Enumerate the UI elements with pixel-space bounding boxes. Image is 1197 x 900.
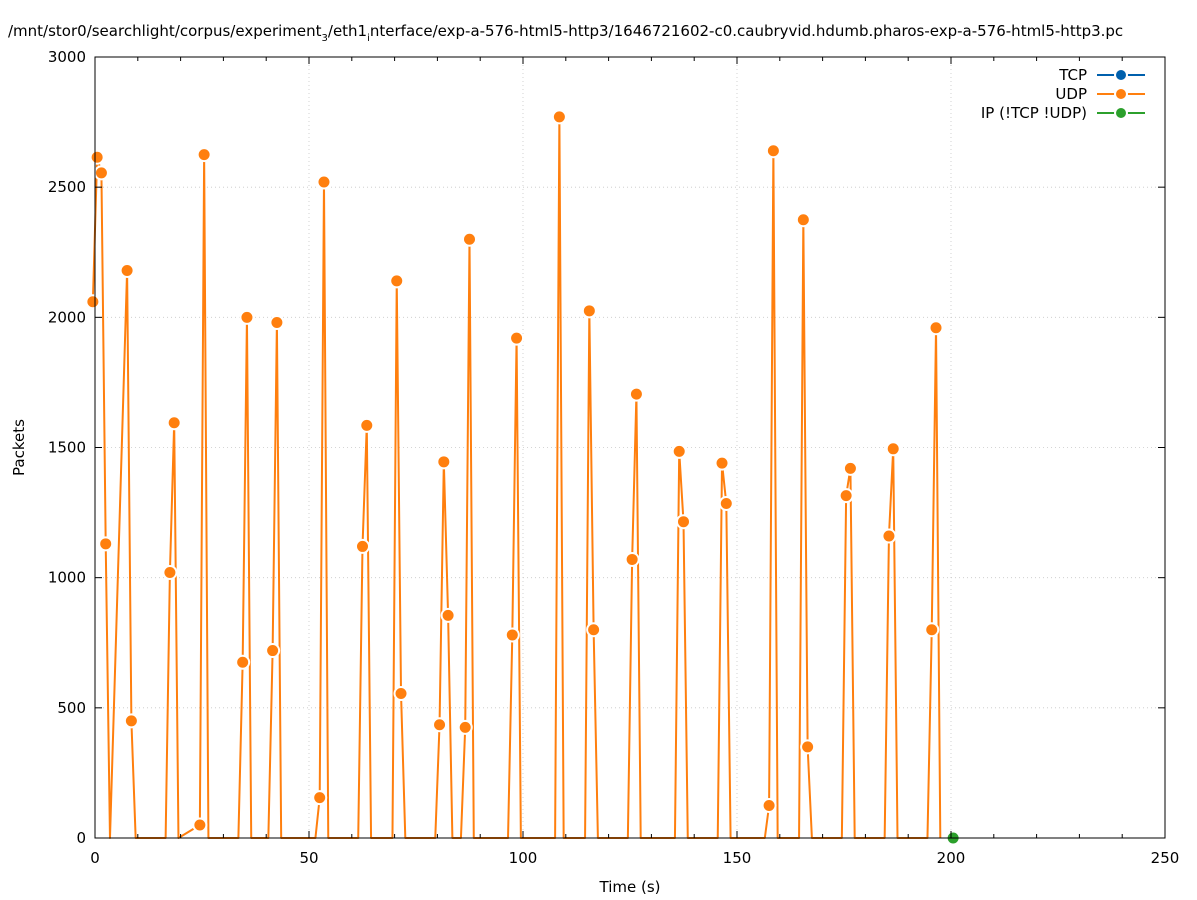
chart-title: /mnt/stor0/searchlight/corpus/experiment… [8,22,1123,44]
series-udp-point [761,797,777,813]
x-tick-label: 50 [299,849,318,867]
series-udp-point [676,514,691,530]
series-udp-point [239,309,255,325]
series-udp-point [269,315,285,331]
series-udp-point [235,654,251,670]
series-udp-point [928,320,944,336]
y-tick-label: 1000 [48,569,86,587]
series-udp-point [359,417,375,433]
series-udp-point [885,441,901,457]
y-tick-label: 3000 [48,48,86,66]
series-udp-point [838,488,854,504]
x-tick-label: 100 [509,849,538,867]
series-udp-point [316,174,332,190]
series-udp-point [123,713,139,729]
legend-label-udp: UDP [1055,85,1087,103]
series-udp-line [91,115,942,839]
legend-marker-udp [1114,87,1128,101]
series-udp-point [795,212,811,228]
series-udp-point [586,622,602,638]
series-udp-point [312,790,328,806]
legend-label-ip-tcp-udp: IP (!TCP !UDP) [981,104,1087,122]
title-part-1: /mnt/stor0/searchlight/corpus/experiment [8,22,322,40]
series-udp-point [624,551,640,567]
series-udp-point [924,622,940,638]
x-tick-label: 0 [90,849,100,867]
title-part-2: /eth1 [328,22,367,40]
series-udp-point [436,454,452,470]
series-udp-point [85,294,101,310]
x-tick-label: 150 [723,849,752,867]
series-udp-point [462,231,477,247]
series-udp-point [551,109,567,125]
title-subscript-1: 3 [322,33,328,44]
series-udp-point [355,538,370,554]
series-udp-point [628,386,644,402]
x-axis-label: Time (s) [599,878,661,896]
series-udp-point [196,147,212,163]
series-udp-point [881,528,897,544]
y-tick-label: 0 [76,829,86,847]
title-part-3: nterface/exp-a-576-html5-http3/164672160… [370,22,1123,40]
series-udp-point [93,165,109,181]
series-udp-point [581,303,597,319]
y-tick-label: 500 [57,699,86,717]
title-subscript-2: i [367,33,370,44]
series-udp-point [162,564,178,580]
series-udp-point [671,443,687,459]
series-udp-point [718,495,734,511]
series-udp-point [509,330,525,346]
legend-label-tcp: TCP [1058,66,1087,84]
y-axis-label: Packets [10,419,28,476]
series-udp-point [457,719,473,735]
series-udp-point [119,262,135,278]
y-tick-label: 1500 [48,439,86,457]
series-udp-point [166,415,182,431]
series-udp-point [393,686,409,702]
series-udp-point [432,717,448,733]
series-udp-point [265,643,281,659]
series-udp-point [192,817,208,833]
series-udp-point [440,607,456,623]
series-udp-point [765,143,781,159]
y-tick-label: 2000 [48,308,86,326]
legend-marker-ip-tcp-udp [1114,106,1128,120]
series-udp-point [89,149,105,165]
series-udp-point [800,739,816,755]
series-udp-point [842,460,858,476]
series-udp-point [389,273,405,289]
series-udp-point [98,536,114,552]
x-tick-label: 250 [1151,849,1180,867]
series-udp-point [504,627,520,643]
x-tick-label: 200 [937,849,966,867]
y-tick-label: 2500 [48,178,86,196]
legend-marker-tcp [1114,68,1128,82]
series-udp-point [714,455,730,471]
